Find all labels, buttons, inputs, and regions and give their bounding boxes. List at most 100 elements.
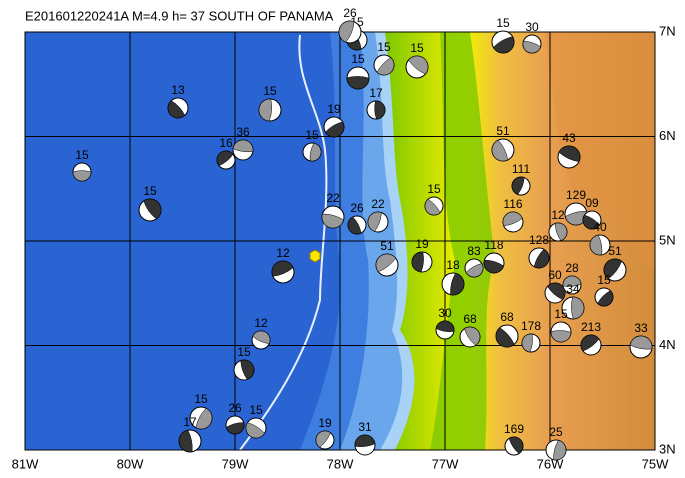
y-axis-label: 7N xyxy=(659,23,676,38)
event-depth: 22 xyxy=(326,191,340,205)
focal-mechanism: 17 xyxy=(178,415,202,453)
x-axis-label: 80W xyxy=(117,456,144,471)
focal-mechanism: 178 xyxy=(521,319,541,353)
compression-quadrant xyxy=(582,214,600,230)
focal-mechanism: 15 xyxy=(346,52,370,90)
compression-quadrant xyxy=(252,330,271,344)
focal-mechanism: 26 xyxy=(338,6,362,44)
compression-quadrant xyxy=(522,40,541,54)
event-depth: 83 xyxy=(467,244,481,258)
focal-mechanism: 15 xyxy=(189,392,213,430)
event-depth: 68 xyxy=(500,310,514,324)
focal-mechanism: 15 xyxy=(72,148,92,182)
x-axis-label: 76W xyxy=(537,456,564,471)
compression-quadrant xyxy=(354,434,376,447)
event-depth: 15 xyxy=(249,403,263,417)
event-depth: 51 xyxy=(496,124,510,138)
focal-mechanism: 83 xyxy=(464,244,484,278)
event-depth: 43 xyxy=(562,131,576,145)
event-depth: 178 xyxy=(521,319,541,333)
focal-mechanism: 15 xyxy=(550,307,572,343)
compression-quadrant xyxy=(143,198,162,220)
event-depth: 17 xyxy=(369,86,383,100)
event-depth: 15 xyxy=(377,40,391,54)
focal-mechanism: 19 xyxy=(315,416,335,450)
focal-mechanism: 128 xyxy=(528,233,550,269)
compression-quadrant xyxy=(464,326,481,346)
compression-quadrant xyxy=(258,98,272,122)
x-axis-label: 81W xyxy=(12,456,39,471)
focal-mechanism: 15 xyxy=(491,16,515,54)
compression-quadrant xyxy=(511,176,525,195)
compression-quadrant xyxy=(315,430,331,448)
epicenter xyxy=(309,249,321,263)
focal-mechanism: 28 xyxy=(562,261,582,295)
focal-mechanism: 30 xyxy=(435,306,455,340)
event-depth: 31 xyxy=(358,420,372,434)
event-depth: 26 xyxy=(350,201,364,215)
compression-quadrant xyxy=(603,258,622,280)
event-depth: 16 xyxy=(219,136,233,150)
event-depth: 116 xyxy=(503,197,522,211)
event-depth: 12 xyxy=(254,316,268,330)
compression-quadrant xyxy=(245,422,265,439)
event-depth: 13 xyxy=(171,83,185,97)
focal-mechanism: 18 xyxy=(441,258,465,296)
compression-quadrant xyxy=(558,145,581,162)
event-depth: 118 xyxy=(484,238,503,252)
event-depth: 25 xyxy=(549,425,563,439)
event-depth: 15 xyxy=(427,182,441,196)
focal-mechanism: 169 xyxy=(504,422,524,456)
compression-quadrant xyxy=(547,282,566,300)
focal-mechanism: 15 xyxy=(302,128,322,162)
event-depth: 12 xyxy=(276,246,290,260)
x-axis-label: 75W xyxy=(642,456,669,471)
compression-quadrant xyxy=(491,139,509,162)
y-axis-label: 5N xyxy=(659,232,676,247)
focal-mechanism: 15 xyxy=(373,40,395,76)
event-depth: 213 xyxy=(581,320,601,334)
compression-quadrant xyxy=(629,335,653,350)
event-depth: 169 xyxy=(504,422,524,436)
event-depth: 15 xyxy=(351,52,365,66)
event-depth: 15 xyxy=(410,41,424,55)
compression-quadrant xyxy=(325,121,345,138)
event-depth: 19 xyxy=(318,416,332,430)
compression-quadrant xyxy=(408,55,429,75)
event-depth: 34 xyxy=(566,282,580,296)
compression-quadrant xyxy=(550,330,572,343)
compression-quadrant xyxy=(167,100,186,119)
focal-mechanism: 68 xyxy=(495,310,519,348)
event-depth: 33 xyxy=(634,321,648,335)
event-depth: 09 xyxy=(585,196,599,210)
compression-quadrant xyxy=(597,290,614,307)
compression-quadrant xyxy=(508,436,524,454)
focal-mechanism: 22 xyxy=(321,191,345,229)
compression-quadrant xyxy=(580,334,600,352)
focal-mechanism: 15 xyxy=(138,184,162,222)
event-depth: 15 xyxy=(75,148,89,162)
focal-mechanism: 22 xyxy=(367,197,389,233)
event-depth: 26 xyxy=(343,6,357,20)
focal-mechanism: 15 xyxy=(233,345,255,381)
compression-quadrant xyxy=(375,253,396,273)
event-depth: 30 xyxy=(438,306,452,320)
compression-quadrant xyxy=(493,36,515,54)
compression-quadrant xyxy=(553,440,567,461)
x-axis-label: 79W xyxy=(222,456,249,471)
focal-mechanism: 19 xyxy=(323,102,345,138)
focal-mechanism: 09 xyxy=(582,196,602,230)
event-depth: 18 xyxy=(446,258,460,272)
focal-mechanism: 51 xyxy=(375,239,399,277)
event-depth: 22 xyxy=(371,197,385,211)
compression-quadrant xyxy=(589,234,603,256)
event-depth: 15 xyxy=(496,16,510,30)
focal-mechanism: 25 xyxy=(545,425,567,461)
event-depth: 19 xyxy=(327,102,341,116)
compression-quadrant xyxy=(226,422,245,435)
focal-mechanism: 15 xyxy=(245,403,267,439)
compression-quadrant xyxy=(367,211,382,232)
compression-quadrant xyxy=(411,251,424,273)
